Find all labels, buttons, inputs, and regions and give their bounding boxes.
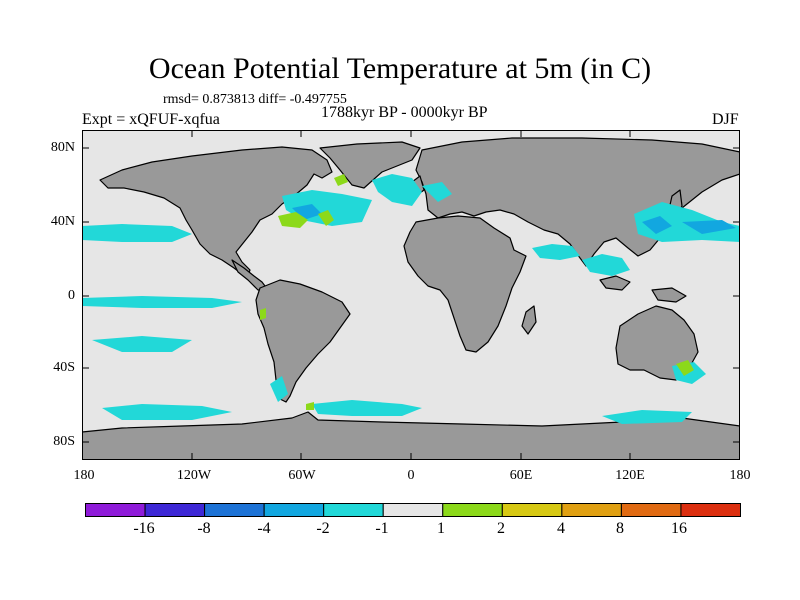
- y-tick-label: 80N: [50, 140, 75, 155]
- world-map: [82, 130, 740, 460]
- x-tick-label: 180: [73, 468, 95, 483]
- colorbar-label: 16: [671, 520, 687, 537]
- north-america: [99, 146, 333, 279]
- colorbar-swatch: [501, 503, 563, 517]
- x-tick-label: 120W: [176, 468, 212, 483]
- colorbar-swatch: [442, 503, 503, 517]
- x-tick-label: 180: [729, 468, 751, 483]
- colorbar-swatch: [323, 503, 384, 517]
- y-tick-label: 80S: [53, 434, 75, 449]
- south-america: [255, 279, 351, 403]
- greenland: [319, 141, 421, 189]
- colorbar-label: 2: [497, 520, 505, 537]
- colorbar-swatch: [561, 503, 622, 517]
- y-tick-label: 0: [68, 288, 75, 303]
- colorbar-label: -1: [375, 520, 389, 537]
- colorbar-label: -2: [316, 520, 330, 537]
- colorbar-swatch: [680, 503, 741, 517]
- colorbar-label: -4: [257, 520, 271, 537]
- colorbar-label: 1: [437, 520, 445, 537]
- colorbar-swatch: [144, 503, 206, 517]
- stats-label: rmsd= 0.873813 diff= -0.497755: [163, 92, 347, 107]
- tick-marks: [82, 130, 740, 460]
- anomaly-patches: [82, 174, 740, 424]
- x-tick-label: 60W: [288, 468, 316, 483]
- x-tick-label: 60E: [509, 468, 533, 483]
- x-tick-label: 120E: [615, 468, 645, 483]
- period-label: 1788kyr BP - 0000kyr BP: [321, 104, 488, 121]
- antarctica: [82, 411, 740, 460]
- colorbar: [85, 503, 741, 517]
- madagascar: [521, 305, 537, 335]
- y-tick-label: 40S: [53, 360, 75, 375]
- experiment-label: Expt = xQFUF-xqfua: [82, 111, 220, 128]
- colorbar-swatch: [263, 503, 325, 517]
- colorbar-swatch: [204, 503, 265, 517]
- indonesia: [599, 275, 631, 291]
- x-tick-label: 0: [407, 468, 415, 483]
- africa: [403, 215, 527, 353]
- colorbar-label: 8: [616, 520, 624, 537]
- new-guinea: [651, 287, 687, 303]
- colorbar-label: 4: [557, 520, 565, 537]
- colorbar-swatch: [85, 503, 146, 517]
- colorbar-swatch: [382, 503, 444, 517]
- colorbar-swatch: [620, 503, 682, 517]
- colorbar-label: -16: [133, 520, 155, 537]
- season-label: DJF: [712, 111, 739, 128]
- colorbar-label: -8: [197, 520, 211, 537]
- y-tick-label: 40N: [50, 214, 75, 229]
- map-title: Ocean Potential Temperature at 5m (in C): [148, 52, 652, 85]
